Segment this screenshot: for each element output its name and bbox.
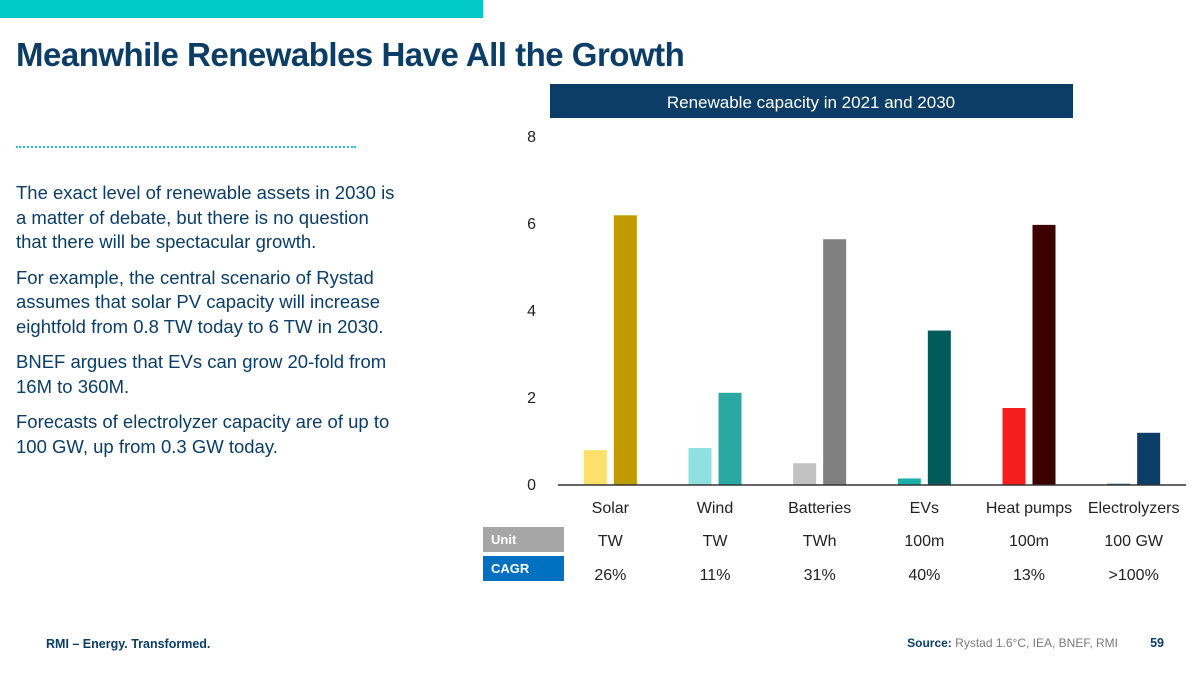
bar-solar-series2 (613, 215, 637, 486)
cagr-value: 40% (908, 567, 940, 584)
x-category-label: Heat pumps (986, 500, 1072, 517)
source-text: Rystad 1.6°C, IEA, BNEF, RMI (955, 636, 1118, 650)
unit-value: 100 GW (1104, 533, 1164, 550)
y-tick-label: 4 (527, 303, 536, 320)
paragraph-2: For example, the central scenario of Rys… (16, 266, 384, 337)
bar-heat-pumps-series2 (1032, 224, 1056, 485)
bar-batteries-series1 (793, 463, 817, 485)
cagr-value: >100% (1109, 567, 1159, 584)
x-category-label: Electrolyzers (1088, 500, 1180, 517)
bar-evs-series2 (927, 330, 951, 485)
renewable-capacity-chart: Renewable capacity in 2021 and 2030 0 2 4 6 8… (483, 84, 1186, 584)
footer-source: Source: Rystad 1.6°C, IEA, BNEF, RMI (907, 636, 1118, 650)
x-category-label: Wind (697, 500, 733, 517)
dotted-divider (16, 146, 356, 148)
cagr-label-box (483, 556, 564, 581)
source-label: Source: (907, 636, 952, 650)
top-accent-bar (0, 0, 483, 18)
y-tick-label: 6 (527, 216, 536, 233)
unit-value: TW (703, 533, 729, 550)
page-title: Meanwhile Renewables Have All the Growth (16, 36, 685, 73)
y-tick-label: 0 (527, 477, 536, 494)
cagr-value: 26% (594, 567, 626, 584)
unit-value: 100m (904, 533, 944, 550)
bar-evs-series1 (897, 478, 921, 485)
body-text: The exact level of renewable assets in 2… (16, 181, 396, 470)
bar-wind-series1 (688, 448, 712, 485)
footer-tagline: RMI – Energy. Transformed. (46, 637, 211, 651)
y-tick-label: 8 (527, 129, 536, 146)
unit-value: 100m (1009, 533, 1049, 550)
chart-title-banner (550, 84, 1073, 118)
cagr-value: 13% (1013, 567, 1045, 584)
chart-title: Renewable capacity in 2021 and 2030 (667, 93, 955, 112)
paragraph-1: The exact level of renewable assets in 2… (16, 182, 395, 252)
unit-value: TW (598, 533, 624, 550)
cagr-value: 11% (700, 567, 731, 584)
unit-label-box (483, 527, 564, 552)
bar-electrolyzers-series2 (1137, 432, 1161, 485)
cagr-value: 31% (804, 567, 836, 584)
bar-batteries-series2 (823, 239, 847, 485)
page-number: 59 (1150, 636, 1164, 650)
unit-label: Unit (491, 532, 517, 547)
unit-value: TWh (803, 533, 837, 550)
paragraph-4: Forecasts of electrolyzer capacity are o… (16, 411, 390, 457)
x-category-label: EVs (910, 500, 939, 517)
bar-wind-series2 (718, 392, 742, 485)
y-tick-label: 2 (527, 390, 536, 407)
paragraph-3: BNEF argues that EVs can grow 20-fold fr… (16, 351, 387, 397)
bar-solar-series1 (583, 450, 607, 485)
x-category-label: Solar (592, 500, 630, 517)
x-category-label: Batteries (788, 500, 851, 517)
bar-heat-pumps-series1 (1002, 408, 1026, 485)
cagr-label: CAGR (491, 561, 530, 576)
